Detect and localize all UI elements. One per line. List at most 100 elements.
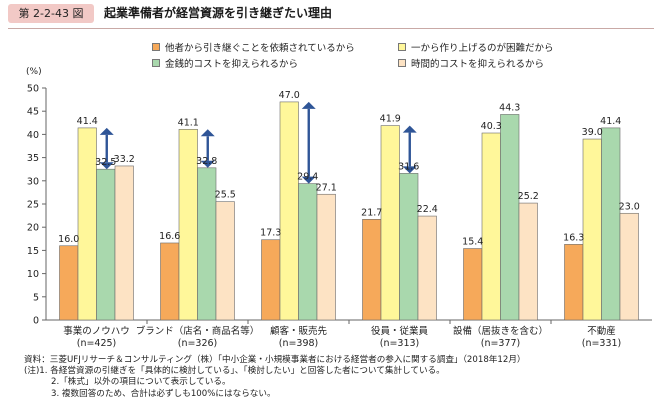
data-label-s1-c0: 41.4 — [77, 116, 98, 127]
y-tick-label-0: 0 — [33, 316, 39, 327]
note-1: (注)1. 各経営資源の引継ぎを「具体的に検討している」、「検討したい」と回答し… — [24, 366, 445, 377]
category-n-5: (n=331) — [582, 338, 622, 349]
legend-item-difficult: 一から作り上げるのが困難だから — [398, 40, 554, 54]
bar-s1-c1 — [178, 128, 198, 321]
data-label-s0-c1: 16.6 — [159, 231, 180, 242]
bar-s3-c2 — [316, 193, 336, 321]
category-n-4: (n=377) — [481, 338, 521, 349]
data-label-s0-c0: 16.0 — [58, 234, 79, 245]
data-label-s2-c1: 32.8 — [196, 156, 217, 167]
legend-swatch-money-cost — [152, 59, 160, 67]
bar-s3-c3 — [417, 215, 437, 321]
y-tick-label-35: 35 — [27, 153, 39, 164]
data-label-s0-c2: 17.3 — [260, 228, 281, 239]
bar-s2-c4 — [500, 114, 520, 321]
bar-s1-c3 — [380, 125, 400, 321]
bar-s0-c4 — [463, 248, 483, 321]
legend-swatch-time-cost — [398, 59, 406, 67]
header-divider — [8, 28, 654, 29]
legend-swatch-difficult — [398, 43, 406, 51]
category-label-3: 役員・従業員 — [371, 325, 429, 337]
bar-s2-c3 — [399, 173, 419, 321]
bar-s0-c2 — [261, 239, 281, 321]
y-tick-label-5: 5 — [33, 292, 39, 303]
y-tick-label-50: 50 — [27, 84, 39, 95]
chart-legend: 他者から引き継ぐことを依頼されているから 一から作り上げるのが困難だから 金銭的… — [0, 36, 662, 70]
data-label-s1-c1: 41.1 — [178, 117, 199, 128]
data-label-s3-c1: 25.5 — [215, 190, 236, 201]
bar-s0-c5 — [564, 244, 584, 321]
category-label-4: 設備（居抜きを含む） — [453, 325, 548, 337]
legend-label-time-cost: 時間的コストを抑えられるから — [411, 59, 545, 70]
bar-s3-c5 — [619, 212, 639, 321]
category-labels: 事業のノウハウ(n=425) ブランド（店名・商品名等）(n=326) 顧客・販売先… — [63, 325, 621, 349]
bar-s2-c0 — [96, 168, 116, 321]
category-n-2: (n=398) — [279, 338, 319, 349]
y-tick-label-30: 30 — [27, 176, 39, 187]
category-label-0: 事業のノウハウ — [63, 325, 130, 337]
legend-label-difficult: 一から作り上げるのが困難だから — [411, 43, 554, 54]
y-axis-unit-label: (%) — [26, 67, 42, 77]
comparison-arrow-3 — [402, 125, 417, 174]
y-tick-label-45: 45 — [27, 107, 39, 118]
notes-section: 資料：三菱UFJリサーチ＆コンサルティング（株）「中小企業・小規模事業者における… — [24, 355, 656, 400]
bar-s3-c0 — [114, 165, 134, 321]
data-label-s0-c4: 15.4 — [462, 237, 483, 248]
legend-item-money-cost: 金銭的コストを抑えられるから — [152, 56, 298, 70]
y-tick-label-40: 40 — [27, 130, 39, 141]
bar-s0-c3 — [362, 219, 382, 321]
comparison-arrows — [99, 101, 417, 184]
legend-item-requested: 他者から引き継ぐことを依頼されているから — [152, 40, 355, 54]
comparison-arrow-2 — [301, 101, 316, 184]
bar-s2-c1 — [197, 167, 217, 321]
category-label-2: 顧客・販売先 — [270, 325, 328, 337]
bar-s3-c1 — [215, 201, 235, 321]
y-tick-label-10: 10 — [27, 269, 39, 280]
data-label-s3-c2: 27.1 — [316, 182, 337, 193]
y-tick-label-20: 20 — [27, 223, 39, 234]
data-label-s2-c2: 29.4 — [297, 172, 318, 183]
data-label-s3-c3: 22.4 — [417, 204, 438, 215]
source-note: 資料：三菱UFJリサーチ＆コンサルティング（株）「中小企業・小規模事業者における… — [24, 355, 526, 365]
bar-s2-c5 — [601, 127, 621, 321]
figure-header: 第 2-2-43 図 起業準備者が経営資源を引き継ぎたい理由 — [0, 0, 662, 26]
bar-s1-c4 — [481, 132, 501, 321]
y-tick-label-25: 25 — [27, 200, 39, 211]
bar-s1-c2 — [279, 101, 299, 321]
axes: 0 5 10 15 20 25 30 35 40 45 50 — [27, 84, 652, 327]
bar-s1-c0 — [77, 127, 97, 321]
bar-s0-c0 — [59, 245, 79, 321]
data-label-s1-c4: 40.3 — [481, 121, 502, 132]
category-n-3: (n=313) — [380, 338, 420, 349]
legend-label-money-cost: 金銭的コストを抑えられるから — [165, 59, 299, 70]
data-label-s3-c5: 23.0 — [619, 201, 640, 212]
figure-number-badge: 第 2-2-43 図 — [8, 4, 94, 23]
note-2: 2.「株式」以外の項目について表示している。 — [51, 377, 231, 388]
data-label-s2-c4: 44.3 — [499, 102, 520, 113]
comparison-arrow-1 — [200, 129, 215, 168]
bars — [59, 101, 639, 321]
category-n-0: (n=425) — [77, 338, 117, 349]
note-3: 3. 複数回答のため、合計は必ずしも100%にはならない。 — [51, 388, 276, 399]
y-tick-label-15: 15 — [27, 246, 39, 257]
bar-s3-c4 — [518, 202, 538, 321]
bar-s0-c1 — [160, 242, 180, 321]
legend-swatch-requested — [152, 43, 160, 51]
data-label-s1-c5: 39.0 — [582, 127, 603, 138]
bar-s1-c5 — [582, 138, 602, 321]
data-label-s3-c0: 33.2 — [114, 154, 135, 165]
data-label-s2-c0: 32.5 — [95, 157, 116, 168]
bar-s2-c2 — [298, 183, 318, 321]
category-label-1: ブランド（店名・商品名等） — [136, 325, 260, 337]
data-label-s1-c2: 47.0 — [279, 90, 300, 101]
category-n-1: (n=326) — [178, 338, 218, 349]
legend-label-requested: 他者から引き継ぐことを依頼されているから — [165, 43, 355, 54]
data-label-s2-c5: 41.4 — [600, 116, 621, 127]
figure-title: 起業準備者が経営資源を引き継ぎたい理由 — [104, 6, 333, 20]
data-label-s1-c3: 41.9 — [380, 114, 401, 125]
category-label-5: 不動産 — [587, 325, 616, 337]
data-labels: 16.0 16.6 17.3 21.7 15.4 16.3 41.4 41.1 47.0 41.9… — [58, 90, 640, 248]
data-label-s0-c3: 21.7 — [361, 207, 382, 218]
comparison-arrow-0 — [99, 127, 114, 170]
data-label-s0-c5: 16.3 — [563, 232, 584, 243]
